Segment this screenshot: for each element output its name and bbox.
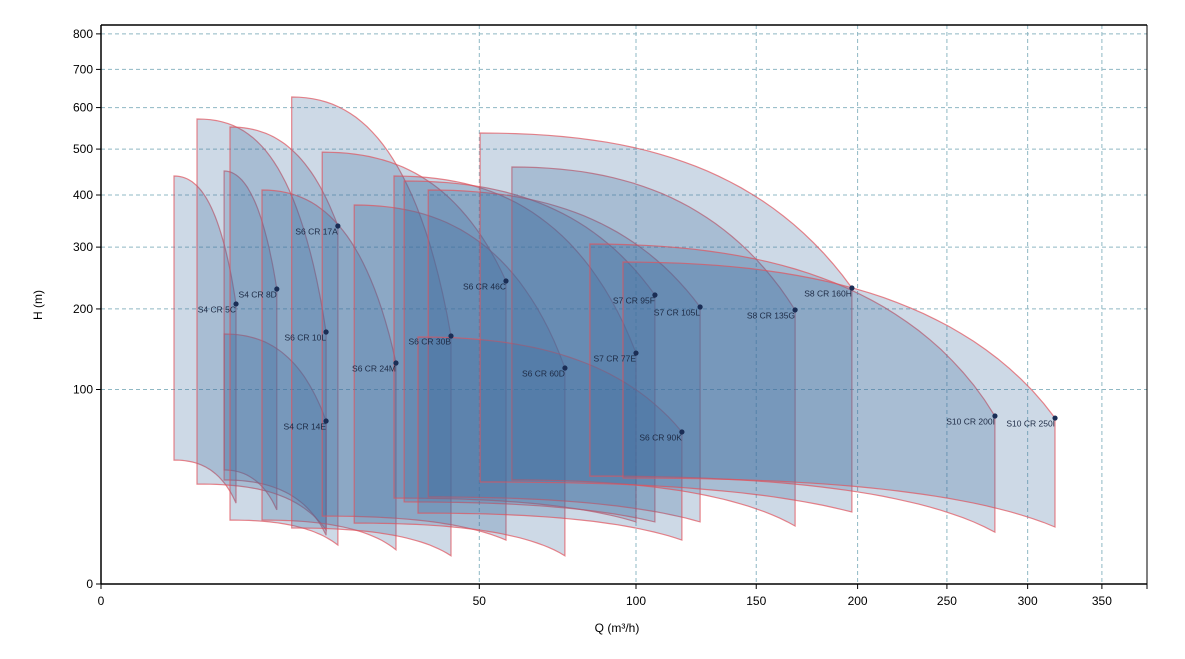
duty-point-marker (323, 329, 329, 335)
pump-envelope (511, 166, 796, 528)
x-tick-label: 200 (848, 594, 868, 608)
x-tick-label: 250 (937, 594, 957, 608)
pump-envelope (622, 261, 1056, 528)
pump-envelope (321, 151, 507, 541)
axes: 0 50 100 150 200 250 300 350 0 100 200 300 400 500 600… (73, 24, 1148, 608)
duty-point-marker (274, 286, 280, 292)
y-tick-label: 200 (73, 302, 93, 316)
duty-point-marker (503, 278, 509, 284)
pump-envelope (261, 189, 397, 552)
pump-envelope (229, 126, 339, 547)
duty-point-marker (679, 429, 685, 435)
duty-point-marker (448, 333, 454, 339)
pump-label: S10 CR 200I (946, 417, 995, 427)
pump-envelope (479, 132, 853, 513)
x-tick-label: 50 (473, 594, 487, 608)
duty-point-marker (323, 418, 329, 424)
y-axis-label: H (m) (31, 290, 45, 320)
pump-label: S8 CR 160H (804, 289, 852, 299)
x-tick-label: 150 (746, 594, 766, 608)
y-tick-label: 0 (86, 577, 93, 591)
duty-point-marker (992, 413, 998, 419)
pump-label: S6 CR 46C (463, 281, 506, 291)
pump-label: S7 CR 105L (654, 308, 701, 318)
duty-point-marker (697, 304, 703, 310)
y-tick-label: 700 (73, 62, 93, 76)
pump-label: S6 CR 10L (284, 332, 326, 342)
x-tick-label: 300 (1018, 594, 1038, 608)
pump-label: S6 CR 60D (522, 369, 565, 379)
pump-envelope (291, 96, 452, 557)
pump-label: S7 CR 77E (593, 354, 636, 364)
duty-point-marker (1052, 415, 1058, 421)
pump-label: S6 CR 30B (408, 336, 451, 346)
pump-envelope (173, 175, 237, 504)
pump-label: S7 CR 95F (613, 295, 655, 305)
duty-point-marker (335, 223, 341, 229)
duty-point-marker (792, 307, 798, 313)
duty-point-marker (633, 350, 639, 356)
y-tick-label: 600 (73, 101, 93, 115)
pump-label: S4 CR 5C (198, 304, 236, 314)
duty-point-marker (562, 365, 568, 371)
x-tick-label: 0 (98, 594, 105, 608)
x-tick-label: 100 (626, 594, 646, 608)
pump-envelopes (173, 96, 1056, 557)
pump-label: S6 CR 17A (295, 226, 338, 236)
y-tick-label: 300 (73, 240, 93, 254)
duty-point-marker (393, 360, 399, 366)
pump-envelope (223, 333, 327, 536)
pump-label: S4 CR 14E (284, 422, 327, 432)
pump-envelope (403, 180, 656, 523)
pump-envelope (223, 170, 278, 511)
duty-point-marker (233, 301, 239, 307)
duty-point-marker (652, 292, 658, 298)
pump-label: S8 CR 135G (747, 310, 795, 320)
pump-label: S6 CR 90K (639, 432, 682, 442)
pump-envelope (393, 175, 637, 523)
duty-point-marker (849, 285, 855, 291)
pump-envelope (417, 336, 683, 541)
pump-label: S10 CR 250I (1006, 419, 1055, 429)
y-tick-label: 800 (73, 27, 93, 41)
pump-label: S6 CR 24M (352, 364, 396, 374)
pump-label: S4 CR 8D (239, 290, 277, 300)
y-tick-label: 500 (73, 142, 93, 156)
x-tick-label: 350 (1092, 594, 1112, 608)
x-axis-label: Q (m³/h) (595, 621, 640, 635)
y-tick-label: 400 (73, 188, 93, 202)
y-tick-label: 100 (73, 383, 93, 397)
